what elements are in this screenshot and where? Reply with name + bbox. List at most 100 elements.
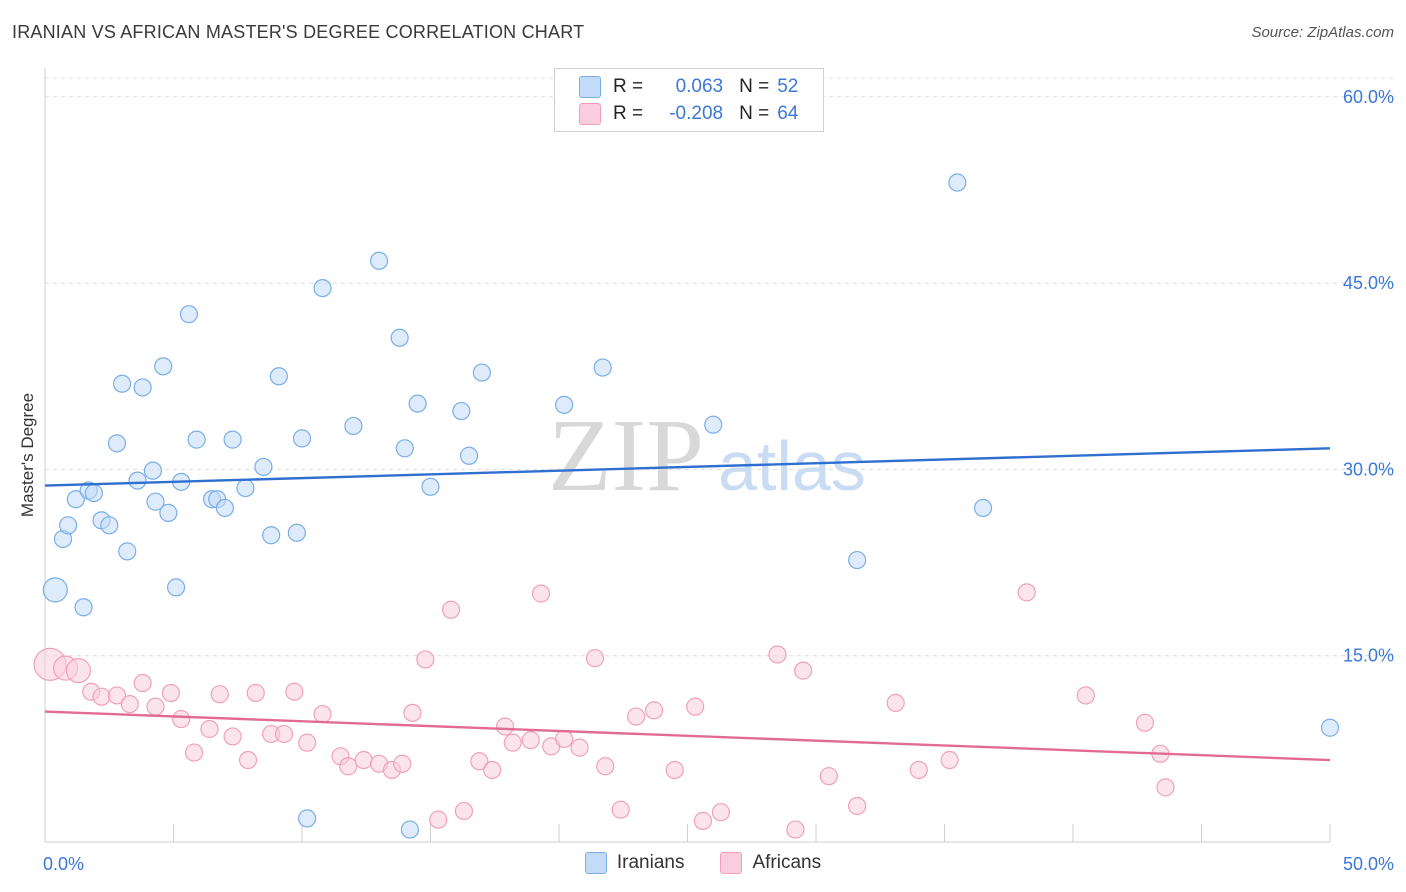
iranian-point xyxy=(133,378,152,397)
iranians-trend-line xyxy=(44,447,1331,487)
x-tick-label: 0.0% xyxy=(43,854,84,874)
iranian-point xyxy=(269,367,288,386)
african-point xyxy=(1017,583,1036,602)
iranian-point xyxy=(287,523,306,542)
legend-swatch-africans xyxy=(579,103,601,125)
iranian-point xyxy=(408,394,427,413)
x-tick-label: 50.0% xyxy=(1343,854,1394,874)
legend-n-label: N = xyxy=(739,76,770,97)
legend-n-label: N = xyxy=(739,103,770,124)
tick-labels: 15.0% 30.0% 45.0% 60.0% 0.0% 50.0% xyxy=(43,87,1394,874)
african-point xyxy=(298,733,317,752)
iranian-point xyxy=(84,483,103,503)
iranian-point xyxy=(107,434,127,453)
iranian-point xyxy=(59,516,78,535)
iranian-point xyxy=(395,439,414,458)
iranian-point xyxy=(143,461,163,480)
african-point xyxy=(555,729,574,749)
y-tick-label: 45.0% xyxy=(1343,273,1394,293)
legend-r-label: R = xyxy=(613,103,644,124)
iranian-point xyxy=(128,471,147,490)
african-point xyxy=(429,810,448,829)
legend-r-value: 0.063 xyxy=(675,76,724,97)
african-point xyxy=(585,649,605,668)
african-point xyxy=(819,767,838,786)
iranian-point xyxy=(166,578,186,597)
african-point xyxy=(161,683,181,703)
y-axis-label: Master's Degree xyxy=(18,392,37,518)
chart-source: Source: ZipAtlas.com xyxy=(1251,24,1394,41)
legend-row-iranians: R = 0.063 N = 52 xyxy=(579,75,798,99)
african-point xyxy=(686,697,705,716)
y-tick-label: 60.0% xyxy=(1343,87,1394,107)
iranian-point xyxy=(66,490,85,509)
legend-r-value: -0.208 xyxy=(669,103,724,124)
african-point xyxy=(596,757,615,776)
african-point xyxy=(786,820,805,839)
legend-r-label: R = xyxy=(613,76,644,97)
african-point xyxy=(1076,686,1095,705)
african-point xyxy=(92,687,111,706)
african-point xyxy=(693,811,713,830)
african-point xyxy=(354,750,373,770)
african-point xyxy=(644,701,664,720)
african-point xyxy=(768,645,787,664)
african-point xyxy=(313,704,332,724)
african-point xyxy=(521,731,540,750)
series-legend: Iranians Africans xyxy=(0,852,1406,874)
iranian-point xyxy=(400,820,420,839)
iranian-point xyxy=(973,498,993,518)
legend-n-value: 64 xyxy=(777,103,799,124)
african-point xyxy=(794,661,813,680)
legend-swatch-iranians xyxy=(584,852,607,874)
legend-item-africans[interactable]: Africans xyxy=(720,852,821,874)
african-point xyxy=(285,682,304,701)
african-point xyxy=(454,801,474,821)
african-point xyxy=(441,600,461,619)
african-point xyxy=(711,803,731,822)
african-point xyxy=(940,750,959,770)
african-point xyxy=(848,796,867,816)
african-point xyxy=(200,719,219,739)
iranian-point xyxy=(236,478,255,498)
legend-item-iranians[interactable]: Iranians xyxy=(584,852,684,874)
iranian-point xyxy=(187,430,206,449)
y-tick-label: 30.0% xyxy=(1343,459,1394,479)
african-point xyxy=(65,658,92,684)
african-point xyxy=(339,757,358,776)
watermark: ZIP atlas xyxy=(548,398,866,513)
iranian-point xyxy=(948,173,967,192)
iranian-point xyxy=(118,542,137,561)
african-point xyxy=(172,709,191,729)
iranian-point xyxy=(298,809,317,828)
iranians-points xyxy=(42,173,1340,839)
correlation-legend: R = 0.063 N = 52 R = -0.208 N = 64 xyxy=(554,68,824,132)
iranian-point xyxy=(1320,718,1340,737)
african-point xyxy=(483,760,502,780)
african-point xyxy=(495,717,515,736)
african-point xyxy=(470,752,489,771)
african-point xyxy=(107,686,127,705)
african-point xyxy=(238,750,258,770)
iranian-point xyxy=(112,374,132,393)
y-tick-label: 15.0% xyxy=(1343,646,1394,666)
african-point xyxy=(1156,778,1175,797)
african-point xyxy=(665,760,684,780)
africans-points xyxy=(33,583,1175,839)
african-point xyxy=(503,733,522,752)
african-point xyxy=(570,738,589,757)
african-point xyxy=(274,724,294,744)
african-point xyxy=(120,695,139,714)
chart-title: IRANIAN VS AFRICAN MASTER'S DEGREE CORRE… xyxy=(12,22,585,42)
african-point xyxy=(416,650,435,669)
legend-swatch-africans xyxy=(720,852,743,874)
iranian-point xyxy=(452,401,471,421)
african-point xyxy=(611,800,630,819)
iranian-point xyxy=(100,516,119,535)
iranian-point xyxy=(215,498,234,518)
axes xyxy=(44,68,1331,843)
legend-label-africans: Africans xyxy=(752,852,822,873)
african-point xyxy=(909,760,928,780)
legend-swatch-iranians xyxy=(579,76,601,98)
